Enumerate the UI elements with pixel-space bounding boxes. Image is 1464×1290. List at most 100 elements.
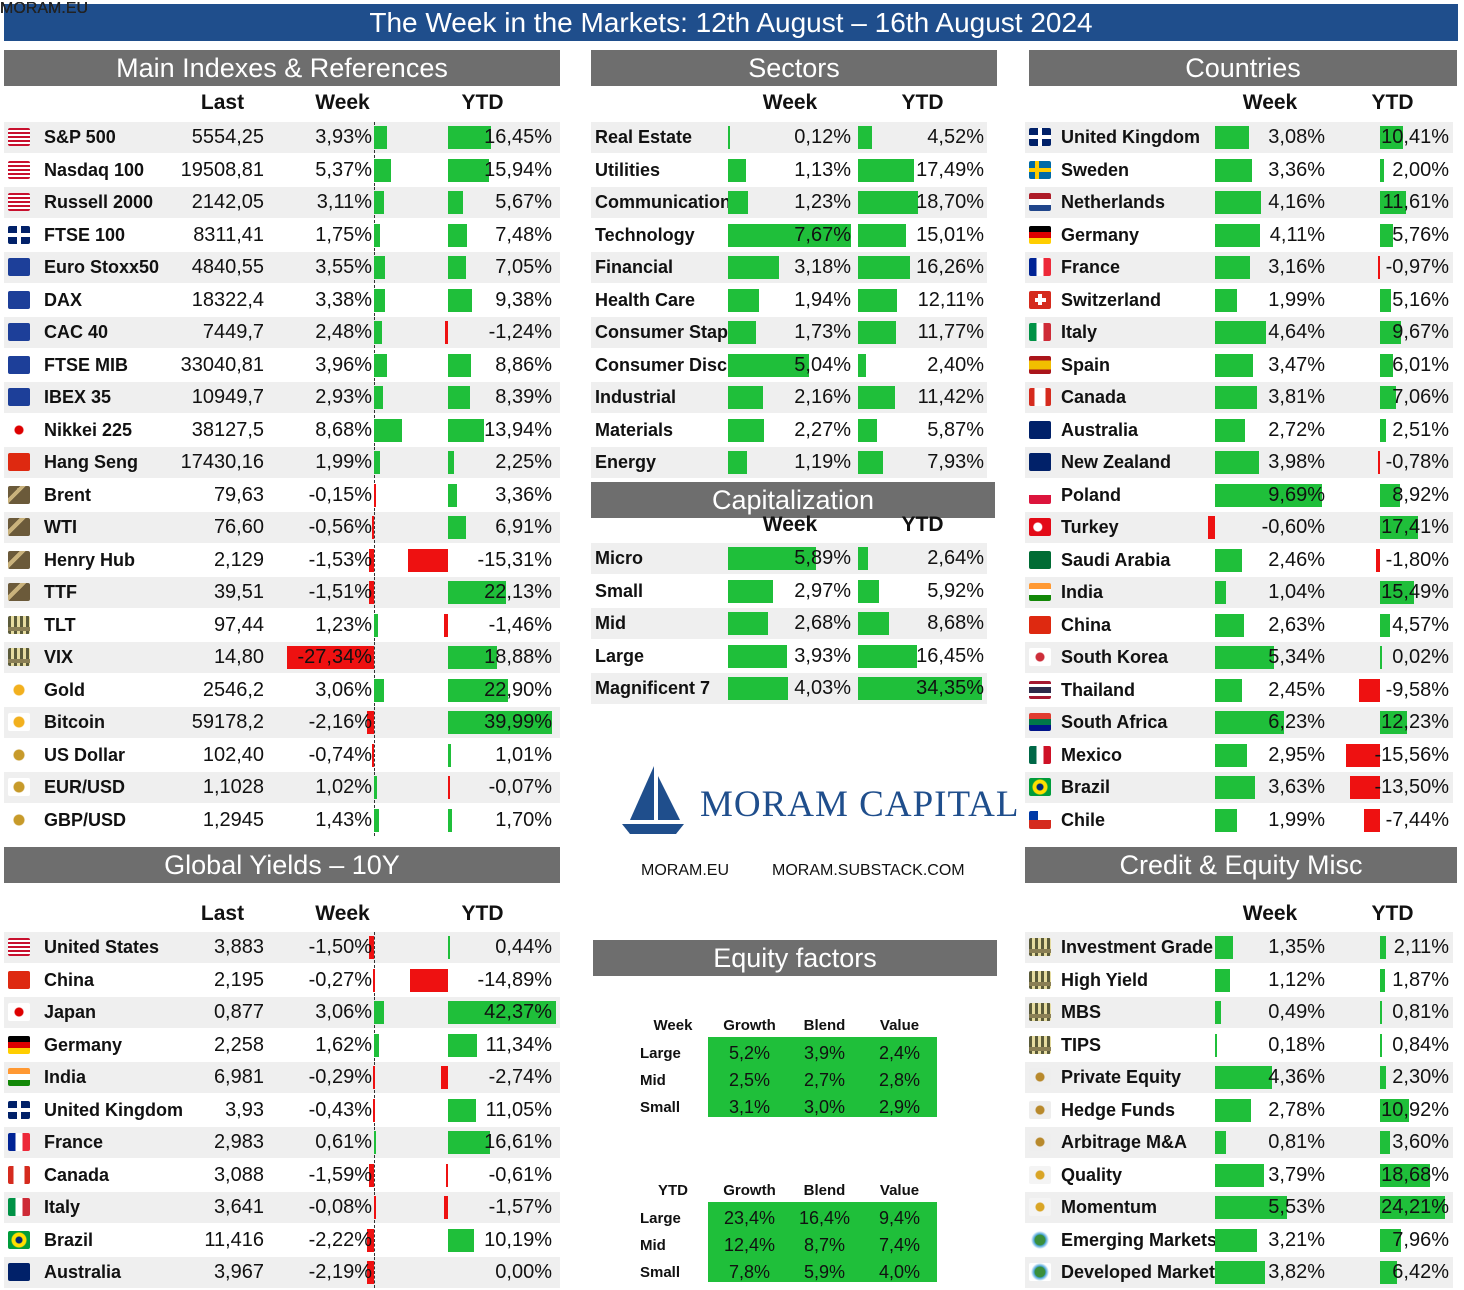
uk-flag-icon xyxy=(8,1100,30,1119)
index-week-bar xyxy=(372,516,375,539)
country-week-value: 3,36% xyxy=(1268,158,1325,181)
yield-ytd-bar xyxy=(448,1131,491,1154)
credit-row: Investment Grade 1,35% 2,11% xyxy=(1025,932,1453,963)
country-week-bar xyxy=(1215,353,1254,377)
credit-ytd-value: 10,92% xyxy=(1381,1098,1449,1121)
credit-ytd-value: 2,30% xyxy=(1392,1066,1449,1088)
yield-week-value: -0,08% xyxy=(308,1196,372,1218)
country-ytd-value: -0,78% xyxy=(1385,451,1449,473)
country-week-bar xyxy=(1215,223,1261,247)
country-week-value: 2,46% xyxy=(1268,548,1325,571)
country-ytd-value: -9,58% xyxy=(1385,678,1449,701)
country-week-bar xyxy=(1215,743,1248,767)
germany-flag-icon xyxy=(1029,225,1051,244)
index-week-value: 1,99% xyxy=(315,451,372,473)
cap-ytd-bar xyxy=(858,547,868,570)
index-week-axis xyxy=(374,707,375,738)
turkey-flag-icon xyxy=(1029,518,1051,536)
yield-row: United States 3,883 -1,50% 0,44% xyxy=(4,932,560,963)
col-ytd: YTD xyxy=(901,513,944,536)
index-name: WTI xyxy=(44,517,77,537)
yield-last: 3,967 xyxy=(213,1261,264,1283)
sector-name: Industrial xyxy=(595,387,677,407)
credit-row: Momentum 5,53% 24,21% xyxy=(1025,1192,1453,1223)
country-week-bar xyxy=(1215,678,1242,702)
index-ytd-value: 15,94% xyxy=(484,158,552,181)
factor-value: 16,4% xyxy=(798,1208,851,1228)
index-last: 19508,81 xyxy=(180,158,264,181)
sector-row: Energy 1,19% 7,93% xyxy=(591,447,987,478)
oil-rig-icon xyxy=(8,550,30,569)
index-row: Bitcoin 59178,2 -2,16% 39,99% xyxy=(4,707,560,738)
sector-week-value: 3,18% xyxy=(794,256,851,278)
credit-header: Credit & Equity Misc xyxy=(1025,847,1457,883)
cap-ytd-bar xyxy=(858,612,890,635)
index-week-bar xyxy=(374,321,382,344)
index-week-axis xyxy=(374,739,375,771)
china-flag-icon xyxy=(1029,615,1051,634)
eu-flag-icon xyxy=(8,290,30,309)
coin-network-icon xyxy=(1029,1165,1051,1184)
sector-week-bar xyxy=(728,191,748,214)
index-row: GBP/USD 1,2945 1,43% 1,70% xyxy=(4,804,560,836)
eu-flag-icon xyxy=(8,388,30,406)
yield-name: France xyxy=(44,1132,104,1152)
index-name: Euro Stoxx50 xyxy=(44,257,160,277)
credit-ytd-bar xyxy=(1380,968,1386,992)
index-ytd-bar xyxy=(448,256,467,279)
factor-period-label: Week xyxy=(653,1017,693,1034)
sweden-flag-icon xyxy=(1029,160,1051,179)
credit-ytd-value: 1,87% xyxy=(1392,968,1449,991)
country-name: United Kingdom xyxy=(1061,127,1200,147)
country-week-bar xyxy=(1215,613,1244,637)
country-ytd-bar xyxy=(1363,808,1380,832)
sector-week-bar xyxy=(728,418,765,442)
factor-value: 2,4% xyxy=(878,1043,921,1063)
sector-name: Consumer Discre xyxy=(595,354,745,375)
watermark: MORAM.EU xyxy=(0,0,88,17)
yield-name: Italy xyxy=(44,1197,81,1217)
sector-week-bar xyxy=(728,223,851,247)
index-name: Hang Seng xyxy=(44,452,139,472)
yield-last: 11,416 xyxy=(204,1228,264,1251)
sector-name: Energy xyxy=(595,452,657,472)
sector-week-bar xyxy=(728,158,747,182)
yield-name: China xyxy=(44,969,95,990)
canada-flag-icon xyxy=(1029,388,1051,406)
credit-week-bar xyxy=(1215,1001,1222,1024)
sector-row: Materials 2,27% 5,87% xyxy=(591,415,987,446)
bank-icon xyxy=(8,648,30,666)
factor-value: 7,4% xyxy=(878,1235,921,1255)
yield-ytd-bar xyxy=(448,1033,477,1057)
country-week-value: 2,72% xyxy=(1268,418,1325,441)
japan-flag-icon xyxy=(8,1003,30,1021)
index-week-value: -0,74% xyxy=(308,743,372,766)
country-week-bar xyxy=(1208,516,1215,539)
index-name: Henry Hub xyxy=(44,549,136,570)
index-last: 17430,16 xyxy=(180,451,264,473)
index-row: CAC 40 7449,7 2,48% -1,24% xyxy=(4,317,560,348)
country-name: Netherlands xyxy=(1061,192,1166,212)
yield-last: 2,983 xyxy=(213,1131,264,1153)
index-week-axis xyxy=(374,544,375,576)
credit-ytd-bar xyxy=(1380,1098,1410,1122)
sector-ytd-value: 11,42% xyxy=(917,386,984,408)
sector-row: Technology 7,67% 15,01% xyxy=(591,220,987,251)
india-flag-icon xyxy=(8,1068,30,1086)
country-row: Germany 4,11% 5,76% xyxy=(1025,220,1453,251)
index-ytd-bar xyxy=(448,743,451,767)
credit-row: TIPS 0,18% 0,84% xyxy=(1025,1030,1453,1061)
country-week-value: 3,16% xyxy=(1268,256,1325,278)
factor-column-header: Growth xyxy=(723,1182,776,1199)
yield-last: 3,088 xyxy=(213,1163,264,1186)
index-ytd-value: 8,86% xyxy=(495,353,552,376)
country-week-value: 2,45% xyxy=(1268,678,1325,701)
cap-week-value: 5,89% xyxy=(794,547,851,569)
index-week-value: 1,75% xyxy=(315,223,372,246)
oil-rig-icon xyxy=(8,583,30,601)
index-last: 5554,25 xyxy=(191,126,264,148)
sailboat-logo-icon xyxy=(622,766,684,834)
cap-ytd-value: 2,64% xyxy=(927,547,984,569)
index-name: GBP/USD xyxy=(44,809,127,830)
yield-week-bar xyxy=(373,1196,376,1219)
